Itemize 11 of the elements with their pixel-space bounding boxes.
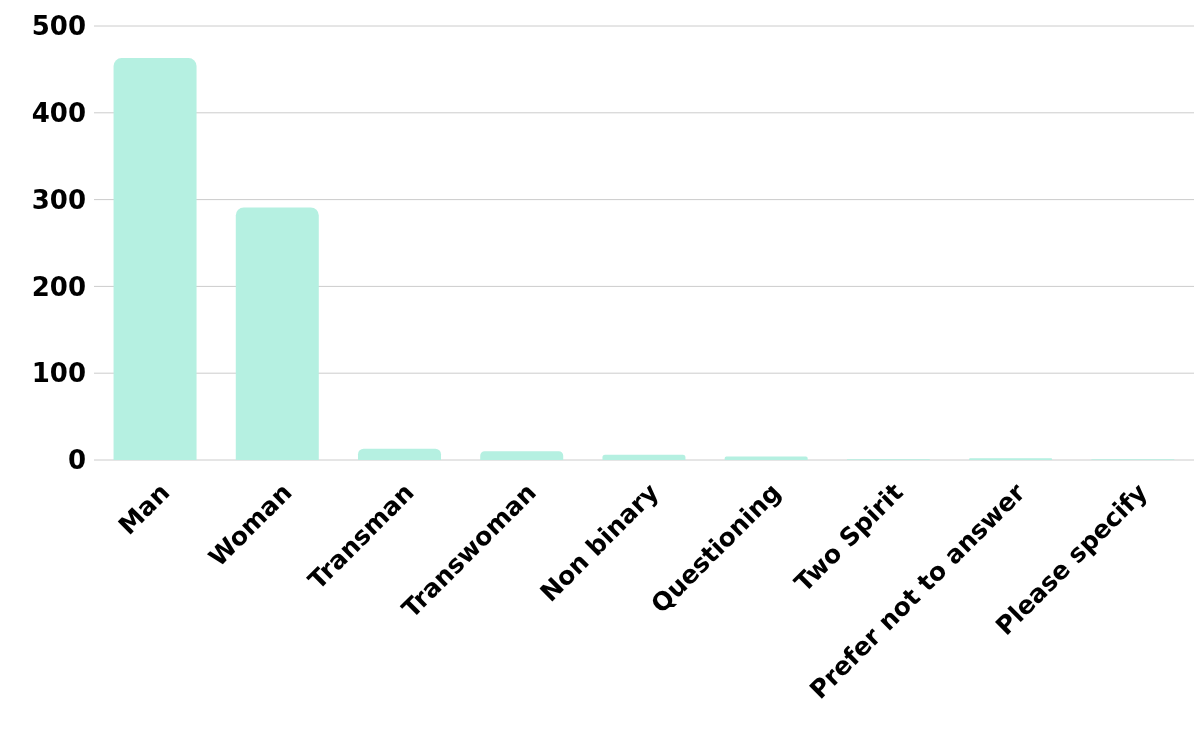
bar [480,451,564,460]
y-tick-label: 300 [31,184,86,215]
bar [358,448,441,460]
y-tick-label: 100 [31,358,86,389]
y-tick-label: 200 [31,271,86,302]
y-tick-label: 400 [31,98,86,129]
y-tick-label: 0 [67,445,86,476]
bar [602,454,686,460]
bar [235,207,319,460]
y-tick-label: 500 [31,11,86,42]
bar [113,58,197,460]
